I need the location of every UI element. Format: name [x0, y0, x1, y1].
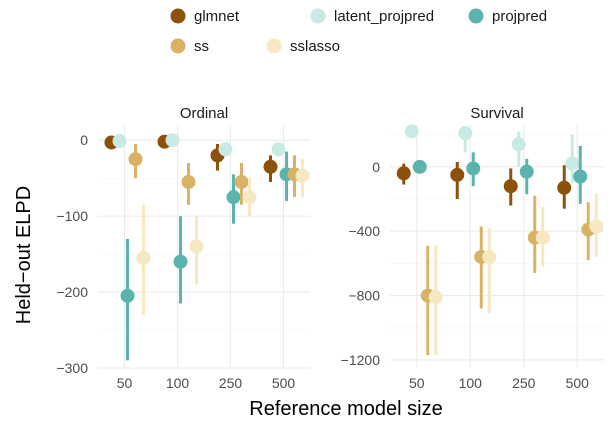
point-latent-projpred [271, 142, 286, 157]
x-axis-title: Reference model size [249, 398, 442, 420]
legend-item-latent-projpred: latent_projpred [310, 8, 434, 25]
point-ss [181, 174, 196, 189]
legend-item-sslasso: sslasso [266, 38, 340, 55]
legend-key-sslasso [266, 38, 282, 54]
legend-key-glmnet [170, 8, 186, 24]
series-latent-projpred [112, 133, 286, 157]
point-glmnet [450, 167, 465, 182]
y-axis-title: Held−out ELPD [13, 186, 35, 324]
y-tick-label: −100 [56, 208, 88, 224]
point-sslasso [189, 239, 204, 254]
y-tick-label: −300 [56, 360, 88, 376]
point-sslasso [428, 290, 443, 305]
point-glmnet [396, 166, 411, 181]
point-sslasso [535, 230, 550, 245]
point-latent-projpred [565, 156, 580, 171]
point-latent-projpred [165, 133, 180, 148]
point-latent-projpred [218, 142, 233, 157]
point-latent-projpred [404, 124, 419, 139]
y-tick-label: −400 [348, 223, 380, 239]
y-tick-label: 0 [372, 159, 380, 175]
point-projpred [466, 161, 481, 176]
point-sslasso [242, 190, 257, 205]
point-sslasso [136, 250, 151, 265]
series-projpred [412, 145, 588, 204]
point-latent-projpred [112, 133, 127, 148]
series-glmnet [396, 162, 572, 209]
x-tick-label: 100 [459, 375, 483, 391]
point-ss [234, 174, 249, 189]
point-glmnet [503, 179, 518, 194]
series-sslasso [428, 194, 604, 356]
point-sslasso [295, 168, 310, 183]
facet-panels: Ordinal 0 −100 −200 −300 50 100 250 500 Survival 0… [56, 105, 604, 391]
legend-label-latent-projpred: latent_projpred [334, 8, 434, 25]
legend-item-ss: ss [170, 38, 209, 55]
point-ss [128, 152, 143, 167]
point-projpred [412, 159, 427, 174]
y-tick-label: 0 [80, 132, 88, 148]
legend-item-glmnet: glmnet [170, 8, 240, 25]
point-sslasso [589, 219, 604, 234]
y-tick-label: −200 [56, 284, 88, 300]
facet-title-ordinal: Ordinal [180, 105, 228, 122]
point-projpred [173, 254, 188, 269]
legend-label-sslasso: sslasso [290, 38, 340, 55]
x-tick-label: 50 [117, 375, 133, 391]
facet-ordinal: Ordinal 0 −100 −200 −300 50 100 250 500 [56, 105, 310, 391]
point-projpred [226, 190, 241, 205]
legend: glmnet latent_projpred projpred ss sslasso [170, 8, 547, 55]
series-latent-projpred [404, 124, 580, 183]
point-projpred [120, 288, 135, 303]
x-tick-label: 100 [166, 375, 190, 391]
point-latent-projpred [511, 137, 526, 152]
x-tick-label: 250 [219, 375, 243, 391]
x-tick-label: 250 [512, 375, 536, 391]
point-sslasso [482, 249, 497, 264]
legend-label-ss: ss [194, 38, 209, 55]
facet-survival: Survival 0 −400 −800 −1200 50 100 250 500 [341, 105, 604, 391]
legend-key-ss [170, 38, 186, 54]
x-tick-label: 500 [272, 375, 296, 391]
point-projpred [573, 169, 588, 184]
facet-title-survival: Survival [470, 105, 523, 122]
point-latent-projpred [458, 126, 473, 141]
legend-label-glmnet: glmnet [194, 8, 240, 25]
x-tick-label: 500 [566, 375, 590, 391]
point-glmnet [263, 159, 278, 174]
x-tick-label: 50 [409, 375, 425, 391]
point-glmnet [557, 180, 572, 195]
y-tick-label: −800 [348, 288, 380, 304]
legend-label-projpred: projpred [492, 8, 547, 25]
series-ss [420, 195, 596, 356]
legend-key-latent-projpred [310, 8, 326, 24]
y-tick-label: −1200 [341, 352, 381, 368]
series-sslasso [136, 159, 310, 315]
legend-item-projpred: projpred [468, 8, 547, 25]
point-projpred [519, 164, 534, 179]
legend-key-projpred [468, 8, 484, 24]
